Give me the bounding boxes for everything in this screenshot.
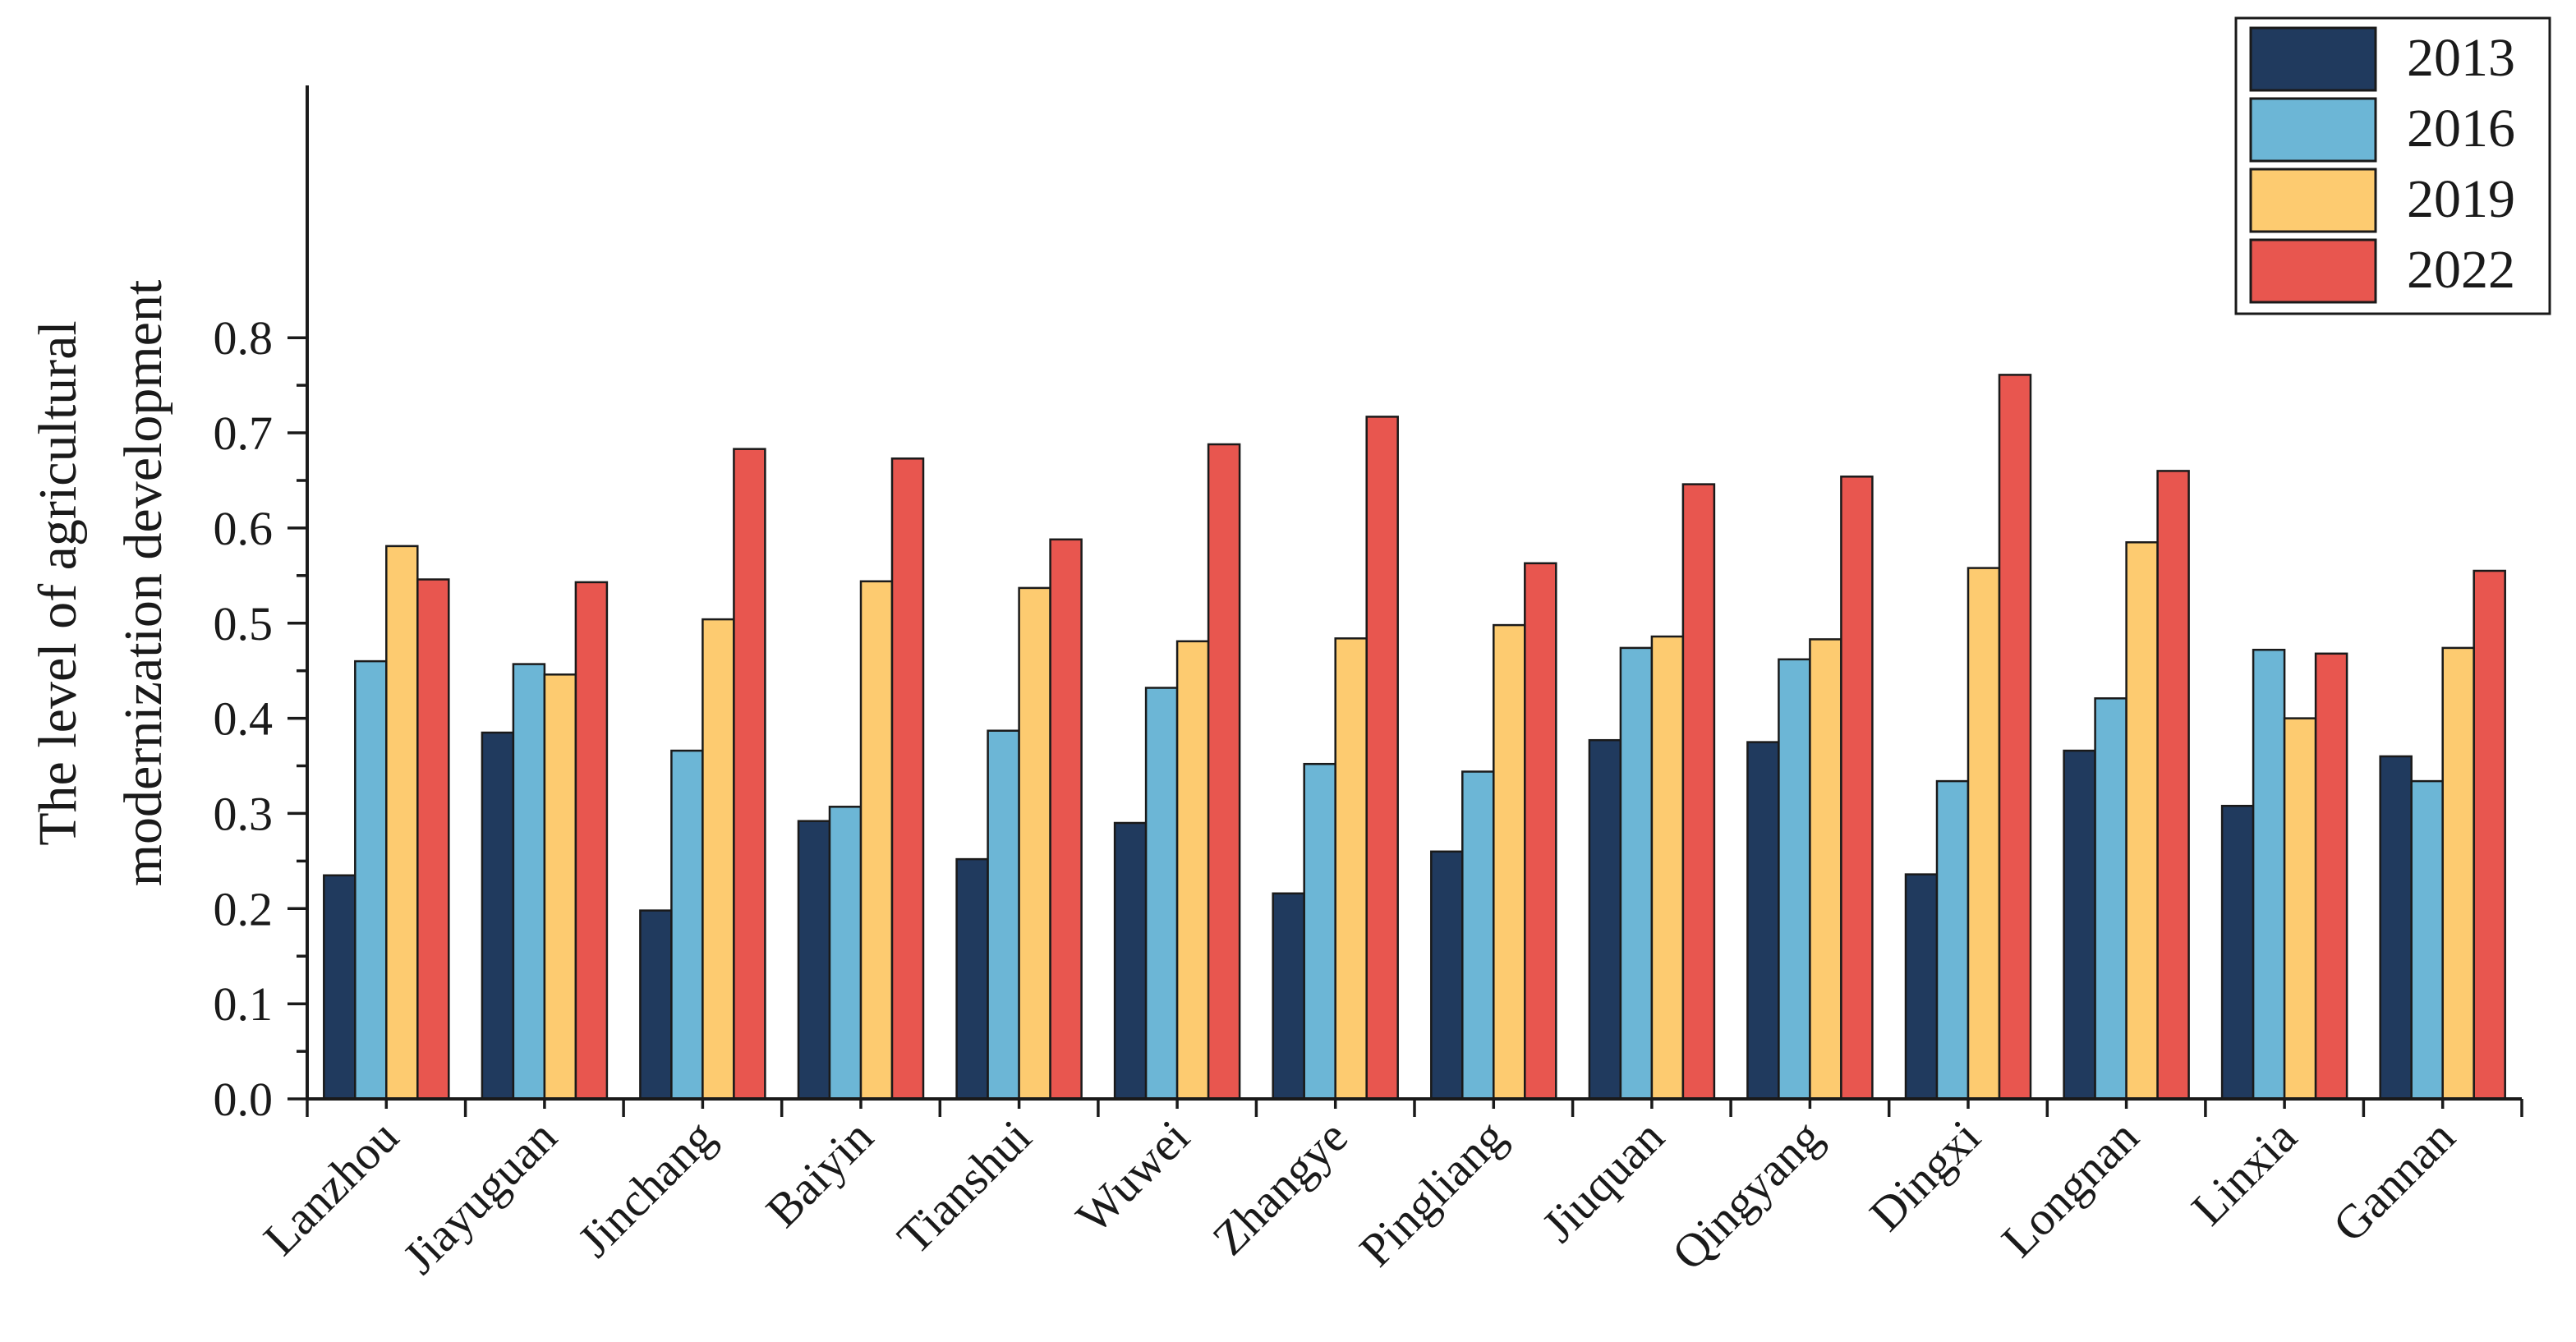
bar-jinchang-2019	[702, 618, 735, 1101]
bar-qingyang-2013	[1746, 741, 1780, 1101]
legend-swatch-2019	[2249, 168, 2377, 233]
bar-jiayuguan-2019	[543, 673, 577, 1101]
legend: 2013 2016 2019 2022	[2234, 16, 2551, 315]
bar-pingliang-2019	[1493, 623, 1526, 1101]
bar-gannan-2019	[2441, 646, 2475, 1101]
x-tick-label-baiyin: Baiyin	[756, 1110, 883, 1237]
bar-linxia-2013	[2220, 804, 2255, 1101]
y-tick-label: 0.8	[214, 311, 274, 365]
bar-pingliang-2016	[1461, 770, 1495, 1101]
bar-tianshui-2013	[955, 857, 989, 1101]
legend-label-2022: 2022	[2407, 240, 2515, 300]
x-tick-label-tianshui: Tianshui	[887, 1110, 1042, 1264]
bar-gannan-2022	[2472, 569, 2506, 1101]
bar-dingxi-2019	[1966, 567, 2001, 1101]
bar-longnan-2016	[2094, 697, 2128, 1101]
legend-label-2013: 2013	[2407, 28, 2515, 88]
bar-longnan-2019	[2125, 541, 2159, 1101]
bar-lanzhou-2016	[354, 660, 388, 1101]
bar-wuwei-2016	[1144, 687, 1179, 1101]
x-tick-label-jiuquan: Jiuquan	[1532, 1110, 1675, 1252]
bar-jiuquan-2013	[1588, 738, 1622, 1101]
bar-dingxi-2022	[1998, 374, 2032, 1101]
legend-swatch-2013	[2249, 26, 2377, 92]
bar-pingliang-2022	[1524, 562, 1557, 1101]
y-tick-label: 0.4	[214, 692, 274, 746]
bar-zhangye-2022	[1365, 416, 1399, 1101]
bar-gannan-2013	[2379, 755, 2413, 1101]
bar-jinchang-2022	[733, 448, 766, 1101]
bar-jiayuguan-2013	[481, 731, 515, 1101]
bar-jiuquan-2019	[1650, 635, 1685, 1101]
x-tick-label-linxia: Linxia	[2181, 1110, 2307, 1235]
bar-qingyang-2019	[1809, 638, 1842, 1101]
bar-linxia-2019	[2283, 717, 2317, 1101]
bar-lanzhou-2013	[323, 874, 356, 1101]
bar-tianshui-2016	[987, 729, 1020, 1101]
bar-longnan-2013	[2063, 749, 2096, 1101]
bar-qingyang-2016	[1778, 658, 1811, 1101]
y-tick-label: 0.5	[214, 597, 274, 650]
bar-tianshui-2019	[1018, 586, 1051, 1101]
x-tick-label-wuwei: Wuwei	[1066, 1110, 1200, 1243]
bar-wuwei-2013	[1113, 821, 1148, 1101]
x-tick-label-jiayuguan: Jiayuguan	[393, 1110, 567, 1284]
bar-tianshui-2022	[1049, 538, 1083, 1101]
bar-lanzhou-2019	[385, 545, 419, 1101]
bar-wuwei-2022	[1207, 443, 1241, 1101]
bar-wuwei-2019	[1175, 640, 1210, 1101]
legend-label-2019: 2019	[2407, 169, 2515, 229]
bar-baiyin-2016	[828, 806, 862, 1101]
x-tick-label-qingyang: Qingyang	[1662, 1110, 1833, 1280]
bar-baiyin-2013	[797, 820, 831, 1101]
bar-baiyin-2022	[890, 457, 925, 1101]
x-tick-label-lanzhou: Lanzhou	[253, 1110, 408, 1265]
y-tick-label: 0.6	[214, 502, 274, 555]
bar-zhangye-2013	[1272, 892, 1305, 1101]
x-tick-label-zhangye: Zhangye	[1202, 1110, 1357, 1265]
bar-jinchang-2016	[670, 749, 704, 1101]
bar-jinchang-2013	[639, 909, 673, 1101]
y-tick-label: 0.7	[214, 407, 274, 460]
bar-lanzhou-2022	[416, 578, 450, 1101]
y-tick-label: 0.1	[214, 977, 274, 1031]
bar-jiayuguan-2022	[574, 581, 609, 1101]
bar-gannan-2016	[2410, 779, 2444, 1101]
x-tick-label-pingliang: Pingliang	[1349, 1110, 1516, 1276]
y-tick-label: 0.0	[214, 1073, 274, 1126]
bar-zhangye-2016	[1303, 762, 1336, 1101]
y-axis-title-line-1: The level of agricultural	[28, 320, 88, 846]
bar-dingxi-2016	[1935, 779, 1970, 1101]
y-axis-title-line-2: modernization development	[113, 280, 173, 887]
x-tick-label-jinchang: Jinchang	[568, 1110, 725, 1267]
bar-baiyin-2019	[859, 580, 894, 1101]
y-tick-label: 0.3	[214, 788, 274, 841]
x-tick-label-dingxi: Dingxi	[1859, 1110, 1990, 1241]
legend-swatch-2022	[2249, 238, 2377, 304]
y-tick-label: 0.2	[214, 882, 274, 935]
bar-jiayuguan-2016	[512, 663, 546, 1101]
bars-layer	[323, 374, 2506, 1101]
bar-pingliang-2013	[1430, 850, 1464, 1101]
x-tick-label-longnan: Longnan	[1991, 1110, 2149, 1267]
y-axis-title: The level of agricultural modernization …	[28, 280, 173, 887]
bar-jiuquan-2022	[1681, 483, 1716, 1101]
legend-swatch-2016	[2249, 97, 2377, 163]
bar-linxia-2016	[2252, 648, 2286, 1101]
legend-label-2016: 2016	[2407, 99, 2515, 159]
bar-longnan-2022	[2156, 470, 2190, 1101]
x-tick-label-gannan: Gannan	[2322, 1110, 2465, 1252]
bar-jiuquan-2016	[1619, 646, 1654, 1101]
bar-qingyang-2022	[1840, 476, 1874, 1101]
bar-linxia-2022	[2314, 652, 2348, 1101]
bar-zhangye-2019	[1334, 637, 1368, 1101]
bar-dingxi-2013	[1904, 873, 1939, 1101]
